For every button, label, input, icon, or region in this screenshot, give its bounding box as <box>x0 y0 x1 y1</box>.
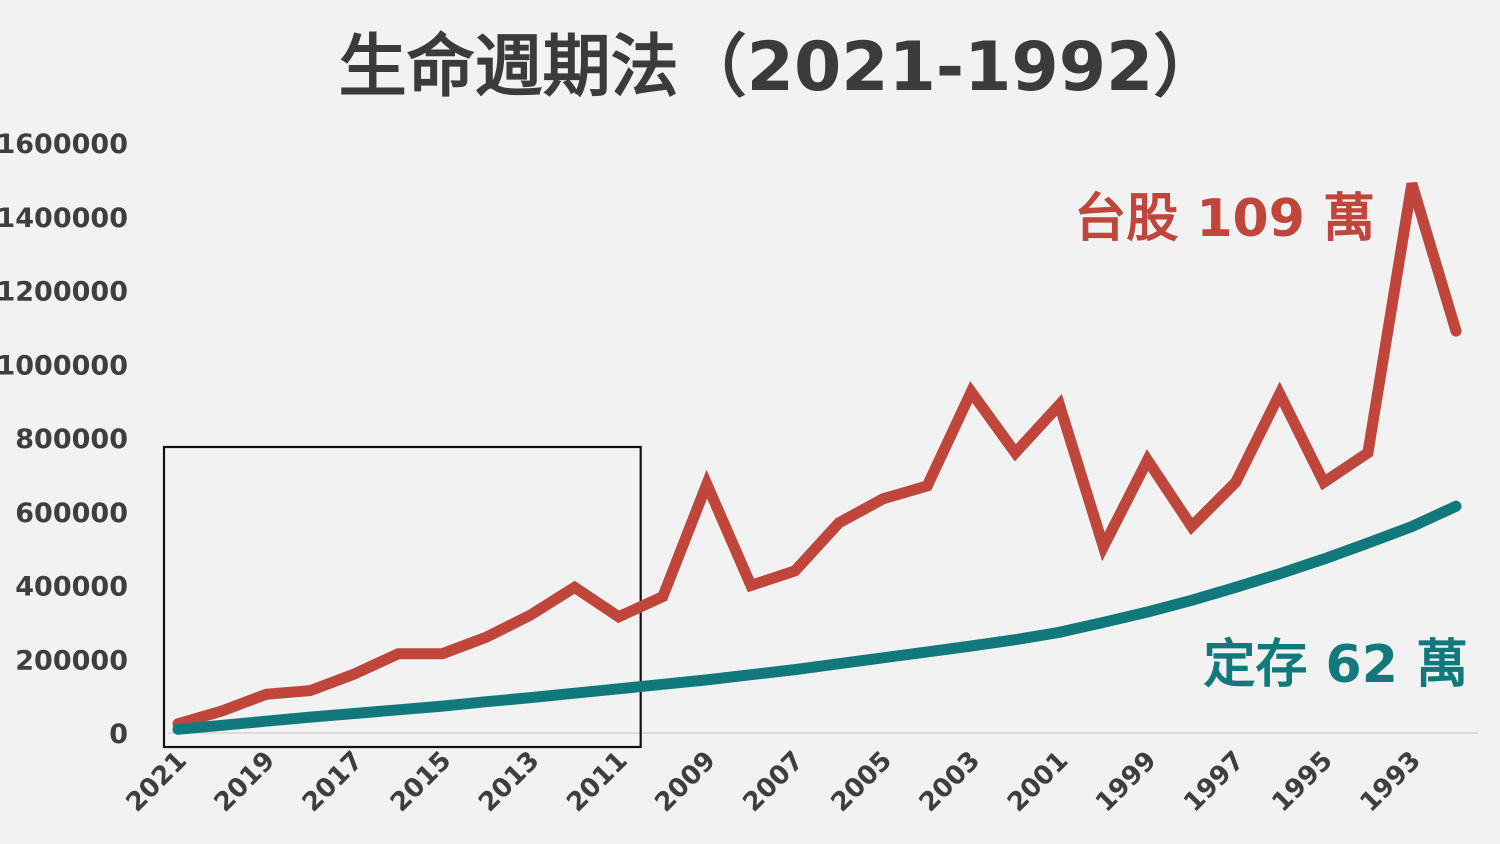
x-tick-label: 2019 <box>209 746 281 818</box>
y-tick-label: 1200000 <box>0 277 128 308</box>
series-layer <box>172 182 1462 735</box>
x-tick-label: 2017 <box>297 746 369 818</box>
x-tick-label: 2011 <box>561 746 633 818</box>
x-tick-label: 2005 <box>826 746 898 818</box>
highlight-box <box>162 445 642 749</box>
y-axis-ticks: 0 200000 400000 600000 800000 1000000 1200000 1… <box>0 129 128 750</box>
y-tick-label: 0 <box>109 719 128 750</box>
y-tick-label: 1600000 <box>0 129 128 160</box>
y-tick-label: 1400000 <box>0 203 128 234</box>
deposit-series-line <box>172 500 1462 735</box>
x-tick-label: 2015 <box>385 746 457 818</box>
chart-title: 生命週期法（2021-1992） <box>339 28 1222 107</box>
x-axis-ticks: 2021 2019 2017 2015 2013 2011 2009 2007 2005 2003… <box>121 746 1427 818</box>
x-tick-label: 1995 <box>1266 746 1338 818</box>
taiwan-stock-series-line <box>172 182 1462 730</box>
y-tick-label: 200000 <box>15 645 128 676</box>
x-tick-label: 2009 <box>649 746 721 818</box>
deposit-annotation: 定存 62 萬 <box>1203 635 1468 695</box>
x-tick-label: 1993 <box>1354 746 1426 818</box>
y-tick-label: 400000 <box>15 572 128 603</box>
y-tick-label: 1000000 <box>0 350 128 381</box>
x-tick-label: 1997 <box>1178 746 1250 818</box>
y-tick-label: 800000 <box>15 424 128 455</box>
x-tick-label: 2013 <box>473 746 545 818</box>
x-tick-label: 2001 <box>1002 746 1074 818</box>
x-tick-label: 2007 <box>738 746 810 818</box>
y-tick-label: 600000 <box>15 498 128 529</box>
x-tick-label: 2003 <box>914 746 986 818</box>
x-tick-label: 2021 <box>121 746 193 818</box>
x-tick-label: 1999 <box>1090 746 1162 818</box>
taiwan-stock-annotation: 台股 109 萬 <box>1074 189 1375 249</box>
